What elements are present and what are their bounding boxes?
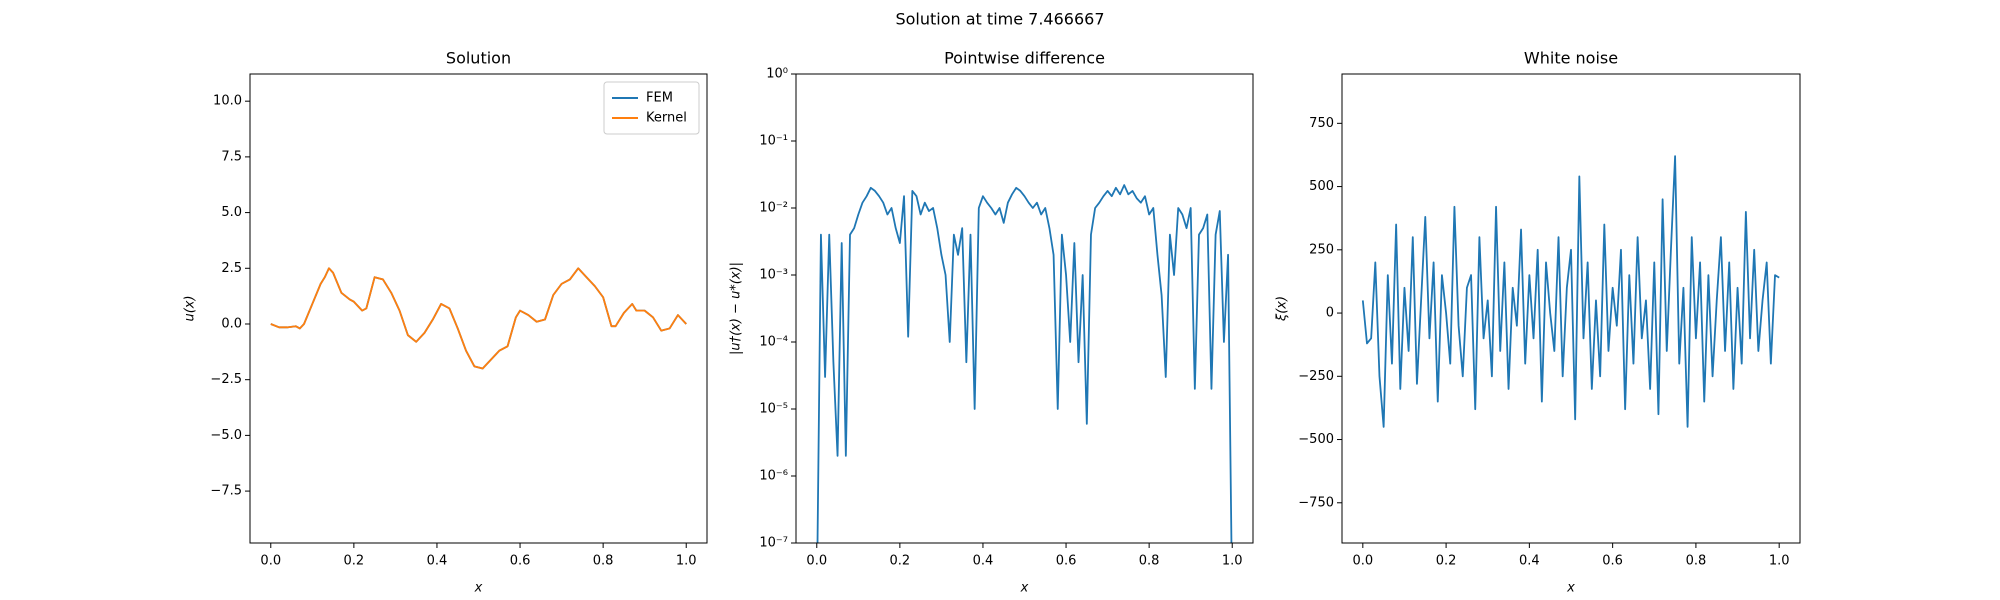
x-tick-label: 0.4 [1519,554,1540,569]
y-tick-label: 10⁻⁵ [759,402,788,417]
y-tick-label: 10⁻² [759,201,788,216]
axes-title: Solution [446,49,511,68]
x-tick-label: 1.0 [1222,554,1243,569]
y-tick-label: 2.5 [221,261,242,276]
y-tick-label: 10⁻⁴ [759,335,788,350]
y-tick-label: 10⁻⁶ [759,469,788,484]
y-tick-label: 0 [1326,306,1334,321]
axes-title: White noise [1524,49,1618,68]
x-tick-label: 0.4 [973,554,994,569]
x-tick-label: 0.0 [1352,554,1373,569]
y-tick-label: 10⁻¹ [759,134,788,149]
x-tick-label: 0.8 [1686,554,1707,569]
y-axis-label: ξ(x) [1275,296,1290,322]
axes-frame [1341,73,1801,544]
x-tick-label: 0.6 [510,554,531,569]
y-tick-label: −500 [1298,432,1334,447]
y-tick-label: −7.5 [210,484,242,499]
legend-label: FEM [646,91,673,106]
axes-frame [795,73,1254,544]
y-axis-label: |u†(x) − u*(x)| [729,262,744,355]
y-tick-label: −5.0 [210,428,242,443]
y-tick-label: −250 [1298,369,1334,384]
x-tick-label: 0.4 [427,554,448,569]
y-tick-label: 10.0 [213,94,242,109]
x-tick-label: 0.8 [593,554,614,569]
y-tick-label: −2.5 [210,372,242,387]
y-tick-label: 0.0 [221,316,242,331]
data-line [816,184,1233,543]
x-tick-label: 0.2 [1436,554,1457,569]
y-tick-label: 10⁰ [766,67,788,82]
x-tick-label: 0.2 [890,554,911,569]
plot-area [1361,155,1780,428]
x-axis-label: x [474,581,483,596]
y-tick-label: −750 [1298,495,1334,510]
y-tick-label: 10⁻⁷ [759,536,788,551]
y-tick-label: 5.0 [221,205,242,220]
axes-frame [249,73,708,544]
y-tick-label: 750 [1309,116,1334,131]
x-tick-label: 0.6 [1056,554,1077,569]
x-axis-label: x [1566,581,1575,596]
data-line [270,267,687,370]
legend-box [603,81,700,135]
x-tick-label: 0.8 [1139,554,1160,569]
x-tick-label: 0.2 [344,554,365,569]
data-line [1361,155,1780,428]
y-tick-label: 500 [1309,179,1334,194]
plot-area [270,267,687,370]
legend-label: Kernel [646,111,687,126]
y-tick-label: 250 [1309,242,1334,257]
axes-title: Pointwise difference [944,49,1105,68]
data-line [270,267,687,370]
x-tick-label: 1.0 [1769,554,1790,569]
x-tick-label: 0.6 [1602,554,1623,569]
figure-title: Solution at time 7.466667 [895,10,1104,29]
x-tick-label: 0.0 [260,554,281,569]
y-axis-label: u(x) [183,295,198,321]
plot-area [816,184,1233,543]
y-tick-label: 10⁻³ [759,268,788,283]
y-tick-label: 7.5 [221,149,242,164]
x-tick-label: 1.0 [676,554,697,569]
x-tick-label: 0.0 [806,554,827,569]
x-axis-label: x [1020,581,1029,596]
